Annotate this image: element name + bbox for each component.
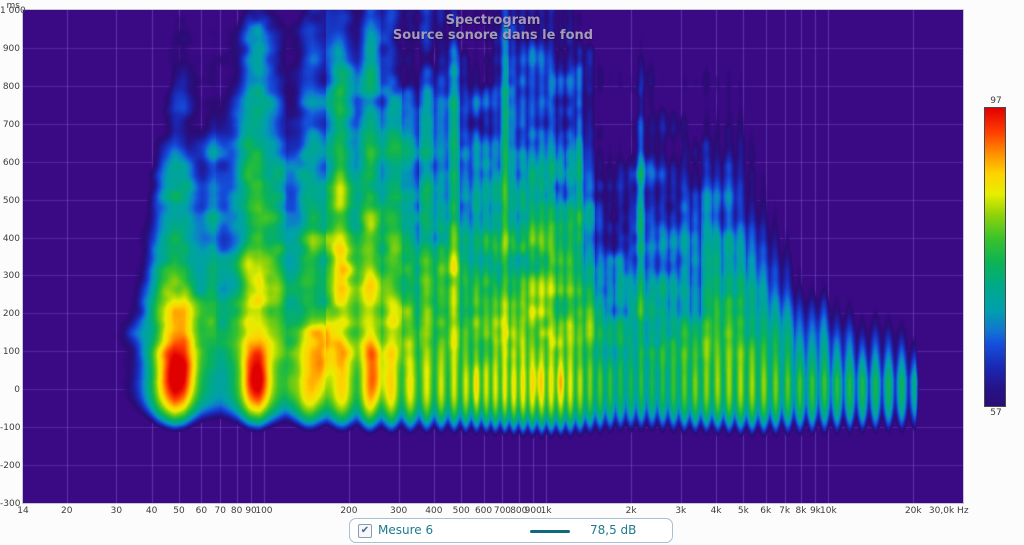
measurement-line-swatch: [530, 530, 570, 533]
y-tick-label: 1 000: [0, 6, 26, 16]
y-tick-label: 700: [2, 119, 20, 130]
measurement-label[interactable]: Mesure 6: [378, 523, 434, 537]
y-tick-label: 900: [2, 43, 20, 54]
x-tick-label: 5k: [737, 506, 749, 516]
measurement-checkbox[interactable]: ✔: [358, 524, 372, 538]
spectrogram-canvas[interactable]: [23, 10, 963, 503]
x-tick-label: 70: [214, 506, 226, 516]
y-tick-label: 400: [2, 233, 20, 244]
x-tick-label: 300: [390, 506, 408, 516]
colorbar-max-label: 97: [990, 96, 1002, 106]
x-tick-label: 14: [17, 506, 29, 516]
y-tick-label: 800: [2, 81, 20, 92]
x-tick-label: 6k: [760, 506, 772, 516]
x-tick-label: 30: [110, 506, 123, 516]
x-tick-label: 10k: [820, 506, 837, 516]
x-tick-label: 60: [195, 506, 208, 516]
x-tick-label: 3k: [675, 506, 687, 516]
x-tick-label: 1k: [540, 506, 552, 516]
measurement-value: 78,5 dB: [590, 523, 637, 537]
y-tick-label: -200: [0, 461, 21, 472]
y-axis-unit-label: ms: [6, 1, 20, 11]
y-tick-label: -100: [0, 423, 21, 434]
y-tick-label: 500: [2, 195, 20, 206]
x-tick-label: 800: [510, 506, 528, 516]
y-tick-label: 300: [2, 271, 20, 282]
spectrogram-plot[interactable]: Spectrogram Source sonore dans le fond: [23, 10, 963, 503]
x-tick-label: 100: [255, 506, 273, 516]
x-tick-label: 8k: [795, 506, 807, 516]
x-tick-label: 20k: [904, 506, 922, 516]
y-tick-label: 100: [2, 347, 20, 358]
x-tick-label: 80: [230, 506, 243, 516]
colorbar: 97 57: [984, 96, 1022, 418]
y-tick-label: -300: [0, 499, 21, 509]
x-tick-label: 50: [173, 506, 185, 516]
x-tick-label: 30,0k Hz: [928, 506, 969, 516]
colorbar-gradient: [984, 107, 1006, 407]
x-tick-label: 7k: [779, 506, 791, 516]
x-tick-label: 2k: [625, 506, 637, 516]
y-tick-label: 0: [14, 385, 20, 396]
x-tick-label: 4k: [710, 506, 722, 516]
x-tick-label: 400: [425, 506, 443, 516]
x-tick-label: 9k: [809, 506, 821, 516]
x-tick-label: 90: [245, 506, 257, 516]
colorbar-min-label: 57: [990, 408, 1002, 418]
y-tick-label: 600: [2, 157, 20, 168]
y-tick-label: 200: [2, 309, 20, 320]
measurement-legend: ✔ Mesure 6 78,5 dB: [349, 518, 673, 543]
x-tick-label: 700: [493, 506, 512, 516]
x-tick-label: 20: [60, 506, 73, 516]
x-tick-label: 600: [474, 506, 493, 516]
x-tick-label: 500: [452, 506, 470, 516]
x-tick-label: 40: [145, 506, 158, 516]
x-tick-label: 900: [524, 506, 542, 516]
x-tick-label: 200: [340, 506, 358, 516]
